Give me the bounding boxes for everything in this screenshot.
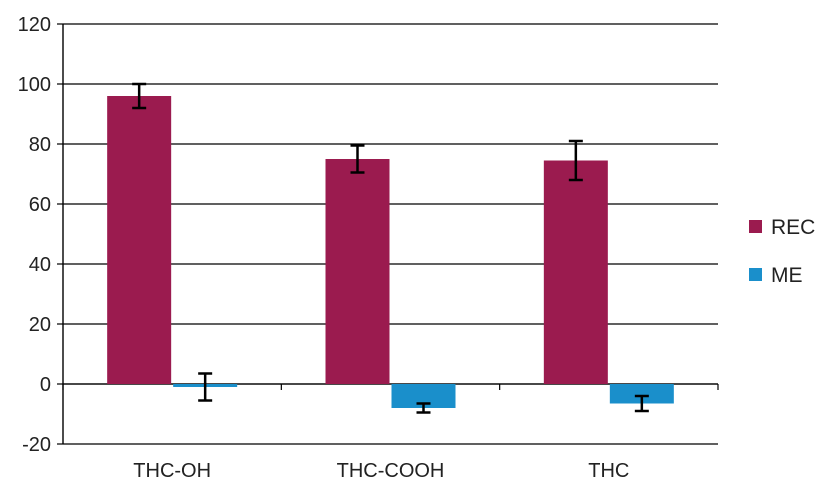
bar-rec	[543, 160, 608, 384]
x-category-label: THC	[588, 460, 629, 482]
bar-me	[609, 384, 674, 404]
x-category-label: THC-COOH	[337, 460, 445, 482]
y-tick-label: 80	[29, 134, 51, 156]
legend-label-me: ME	[771, 264, 803, 287]
y-tick-label: 60	[29, 194, 51, 216]
legend-swatch-rec	[749, 220, 762, 233]
legend: REC ME	[749, 216, 815, 287]
y-tick-label: 120	[18, 14, 51, 36]
y-tick-label: 100	[18, 74, 51, 96]
y-tick-label: 20	[29, 314, 51, 336]
y-tick-label: 40	[29, 254, 51, 276]
legend-label-rec: REC	[771, 216, 815, 239]
y-tick-label: 0	[40, 374, 51, 396]
bar-rec	[107, 96, 172, 384]
bar-rec	[325, 159, 390, 384]
x-category-label: THC-OH	[133, 460, 211, 482]
legend-swatch-me	[749, 268, 762, 281]
axis-labels: -20 0 20 40 60 80 100 120 THC-OH THC-COOH THC	[18, 14, 630, 482]
bars	[107, 96, 674, 408]
y-tick-label: -20	[22, 434, 51, 456]
axes	[57, 23, 719, 445]
error-bars	[132, 82, 649, 414]
